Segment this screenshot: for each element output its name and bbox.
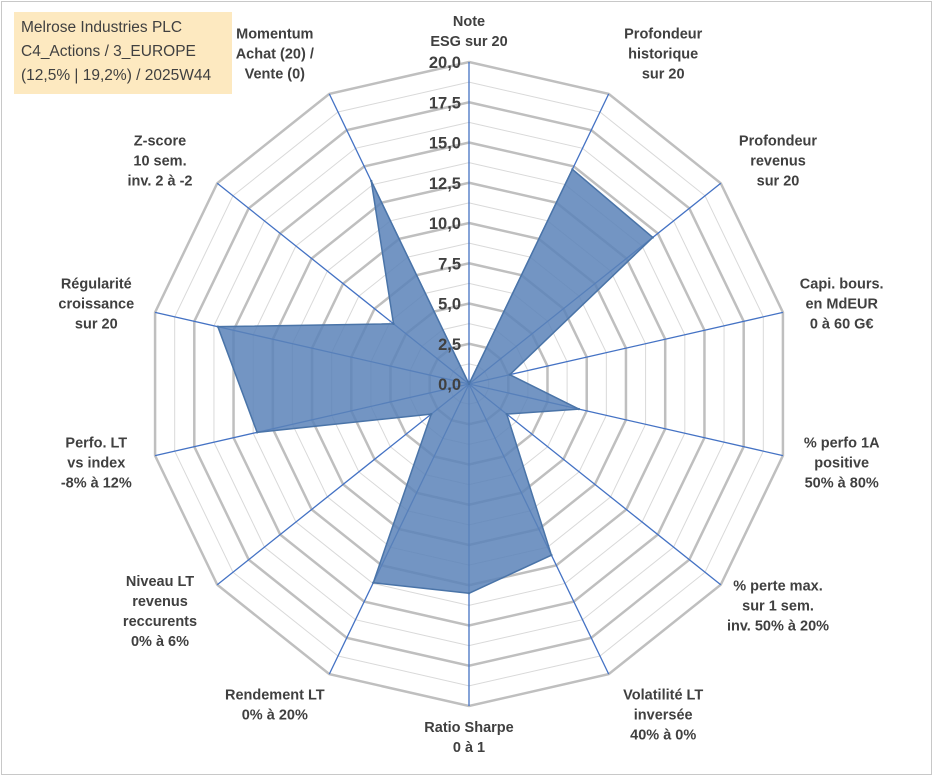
axis-label-line: Ratio Sharpe: [424, 720, 513, 736]
axis-label-line: croissance: [58, 297, 134, 313]
tick-label: 17,5: [429, 94, 461, 112]
axis-label-line: revenus: [132, 594, 188, 610]
axis-label: Volatilité LT inversée 40% à 0%: [623, 687, 703, 743]
axis-label: Ratio Sharpe 0 à 1: [424, 720, 513, 756]
data-point: [508, 373, 512, 376]
axis-label-line: Note: [453, 14, 485, 30]
axis-label-line: Niveau LT: [126, 574, 194, 590]
data-point: [550, 553, 553, 557]
axis-label: % perfo 1A positive 50% à 80%: [804, 435, 880, 491]
axis-label: Profondeur revenus sur 20: [739, 133, 817, 189]
axis-label: Niveau LT revenus reccurents 0% à 6%: [123, 574, 197, 650]
axis-label-line: 40% à 0%: [630, 727, 696, 743]
axis-label: Note ESG sur 20: [430, 14, 507, 50]
axis-label-line: Z-score: [134, 133, 186, 149]
data-point: [430, 412, 433, 416]
axis-label-line: % perte max.: [733, 579, 822, 595]
axis-label-line: Capi. bours.: [800, 277, 884, 293]
axis-label: Perfo. LT vs index -8% à 12%: [61, 435, 132, 491]
data-point: [467, 592, 471, 595]
axis-label: Profondeur historique sur 20: [624, 27, 702, 83]
tick-label: 0,0: [438, 376, 461, 394]
axis-label-line: % perfo 1A: [804, 435, 880, 451]
axis-label-line: en MdEUR: [805, 297, 878, 313]
tick-label: 12,5: [429, 175, 461, 193]
axis-label-line: inversée: [634, 707, 693, 723]
tick-label: 2,5: [438, 336, 461, 354]
data-point: [216, 325, 220, 328]
tick-label: 20,0: [429, 54, 461, 72]
axis-label-line: 10 sem.: [133, 153, 186, 169]
category-label: C4_Actions / 3_EUROPE: [21, 43, 196, 60]
axis-label-line: 0 à 1: [453, 740, 485, 756]
axis-label-line: Volatilité LT: [623, 687, 703, 703]
tick-label: 5,0: [438, 296, 461, 314]
axis-label-line: -8% à 12%: [61, 475, 132, 491]
axis-label-line: Profondeur: [624, 27, 702, 43]
axis-label-line: sur 20: [75, 317, 118, 333]
axis-label-line: Perfo. LT: [65, 435, 127, 451]
stats-label: (12,5% | 19,2%) / 2025W44: [21, 67, 212, 84]
axis-label: Momentum Achat (20) / Vente (0): [236, 27, 314, 83]
axis-label-line: 0 à 60 G€: [810, 317, 874, 333]
axis-label: Rendement LT 0% à 20%: [225, 687, 325, 723]
axis-label-line: sur 20: [642, 67, 685, 83]
spoke-line: [216, 383, 470, 586]
axis-label-line: Momentum: [236, 27, 313, 43]
company-name: Melrose Industries PLC: [21, 19, 183, 36]
axis-label: % perte max. sur 1 sem. inv. 50% à 20%: [727, 579, 829, 635]
axis-label-line: ESG sur 20: [430, 34, 507, 50]
axis-label-line: positive: [814, 455, 869, 471]
data-point: [571, 168, 574, 171]
data-point: [255, 431, 259, 434]
spoke-line: [468, 311, 784, 385]
axis-label-line: sur 20: [757, 173, 800, 189]
axis-label-line: Achat (20) /: [236, 47, 314, 63]
data-point: [651, 236, 654, 239]
axis-label-line: vs index: [67, 455, 125, 471]
data-point: [392, 322, 395, 325]
axis-label-line: revenus: [750, 153, 806, 169]
axis-label: Capi. bours. en MdEUR 0 à 60 G€: [800, 277, 884, 333]
data-point: [467, 382, 471, 386]
data-point: [372, 581, 375, 584]
axis-label: Régularité croissance sur 20: [58, 277, 134, 333]
axis-label-line: Vente (0): [245, 67, 306, 83]
axis-label-line: Régularité: [61, 277, 132, 293]
tick-label: 15,0: [429, 135, 461, 153]
axis-label-line: 0% à 20%: [242, 707, 308, 723]
axis-label-line: Profondeur: [739, 133, 817, 149]
axis-label-line: inv. 2 à -2: [127, 173, 192, 189]
axis-label-line: Rendement LT: [225, 687, 325, 703]
axis-label-line: 0% à 6%: [131, 634, 189, 650]
data-point: [370, 179, 373, 183]
data-point: [505, 412, 508, 416]
axis-label-line: 50% à 80%: [805, 475, 879, 491]
data-point: [577, 407, 581, 411]
axis-label-line: historique: [628, 47, 698, 63]
info-box: Melrose Industries PLC C4_Actions / 3_EU…: [14, 12, 232, 94]
spoke-line: [468, 383, 722, 586]
axis-label-line: reccurents: [123, 614, 197, 630]
axis-label-line: inv. 50% à 20%: [727, 619, 829, 635]
tick-label: 7,5: [438, 255, 461, 273]
tick-label: 10,0: [429, 215, 461, 233]
axis-label-line: sur 1 sem.: [742, 599, 814, 615]
axis-label: Z-score 10 sem. inv. 2 à -2: [127, 133, 192, 189]
